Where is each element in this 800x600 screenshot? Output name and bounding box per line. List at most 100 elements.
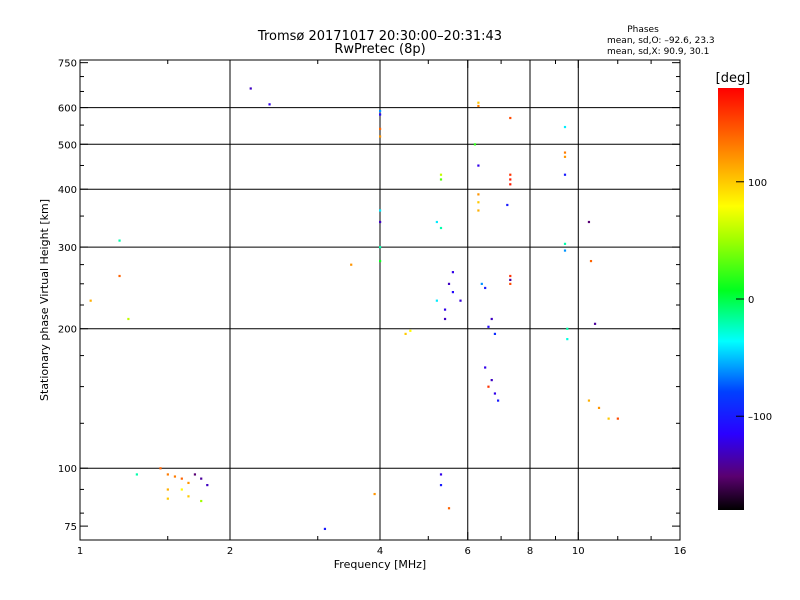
data-point <box>118 239 121 242</box>
phase-line-x: mean, sd,X: 90.9, 30.1 <box>607 47 709 57</box>
data-point <box>477 209 480 212</box>
data-point <box>379 246 382 249</box>
data-point <box>587 220 591 224</box>
data-point <box>496 399 500 402</box>
data-point <box>439 178 443 181</box>
y-tick-label: 750 <box>58 59 77 70</box>
phase-heading: Phases <box>627 25 659 35</box>
data-point <box>563 249 567 252</box>
data-point <box>607 417 610 420</box>
data-point <box>166 488 169 491</box>
data-point <box>477 104 480 108</box>
data-point <box>509 173 512 176</box>
data-point <box>473 143 477 146</box>
y-tick-label: 75 <box>64 522 77 533</box>
y-tick-label: 500 <box>58 140 77 151</box>
data-point <box>484 366 487 369</box>
data-point <box>379 220 382 224</box>
data-point <box>443 317 447 321</box>
data-point <box>373 492 376 496</box>
data-point <box>477 164 480 167</box>
gridlines <box>80 60 680 540</box>
data-point <box>509 278 512 282</box>
data-point <box>509 116 512 120</box>
data-point <box>490 379 493 382</box>
data-point <box>404 332 407 335</box>
x-tick-label: 6 <box>465 546 471 557</box>
data-point <box>493 332 497 335</box>
colorbar-tick-label: –100 <box>748 412 772 423</box>
data-point <box>439 483 443 487</box>
data-point <box>379 113 382 116</box>
data-point <box>509 178 512 181</box>
data-point <box>506 203 509 207</box>
data-point <box>159 467 162 470</box>
data-point <box>206 483 209 487</box>
data-point <box>490 317 493 321</box>
colorbar: [deg] 100 0 –100 <box>716 71 772 510</box>
data-point <box>616 417 619 420</box>
data-point <box>563 151 567 154</box>
y-tick-label: 600 <box>58 104 77 115</box>
chart-subtitle: RwPretec (8p) <box>334 42 425 57</box>
data-point <box>409 329 412 332</box>
data-point <box>451 291 455 294</box>
data-point <box>187 481 190 485</box>
axes: 1 2 4 6 8 10 16 75 100 200 300 400 500 600 750 <box>58 59 686 557</box>
data-point <box>477 201 480 204</box>
data-point <box>439 226 443 230</box>
data-point <box>439 173 443 176</box>
data-point <box>200 499 203 503</box>
data-point <box>118 274 121 278</box>
data-point <box>447 282 451 285</box>
data-point <box>563 125 567 129</box>
data-point <box>379 259 382 263</box>
data-point <box>166 497 169 500</box>
colorbar-tick-label: 0 <box>748 295 754 306</box>
y-axis-label: Stationary phase Virtual Height [km] <box>38 199 51 401</box>
x-axis-label: Frequency [MHz] <box>334 558 426 571</box>
data-point <box>379 127 382 130</box>
x-tick-label: 8 <box>527 546 533 557</box>
data-point <box>566 327 569 330</box>
data-point <box>477 193 480 196</box>
data-point <box>487 325 490 328</box>
data-point <box>484 286 487 290</box>
data-point <box>187 495 190 498</box>
y-tick-label: 300 <box>58 243 77 254</box>
data-point <box>193 473 197 476</box>
data-point <box>589 259 593 263</box>
data-point <box>435 220 438 224</box>
data-point <box>439 473 443 476</box>
y-tick-label: 100 <box>58 464 77 475</box>
data-point <box>323 527 327 531</box>
data-point <box>451 271 455 274</box>
x-tick-label: 16 <box>674 546 687 557</box>
y-tick-label: 200 <box>58 325 77 336</box>
data-point <box>200 477 203 480</box>
x-tick-label: 4 <box>377 546 383 557</box>
data-point <box>480 282 483 285</box>
data-point <box>487 385 490 388</box>
x-tick-label: 2 <box>227 546 233 557</box>
data-point <box>493 392 497 395</box>
data-point <box>379 135 382 138</box>
chart-title: Tromsø 20171017 20:30:00–20:31:43 <box>257 29 502 44</box>
data-point <box>563 242 567 245</box>
data-point <box>249 87 252 90</box>
data-point <box>135 473 138 476</box>
data-point <box>166 473 169 476</box>
y-tick-label: 400 <box>58 185 77 196</box>
data-points <box>89 87 619 531</box>
data-point <box>509 282 512 285</box>
data-point <box>379 109 382 113</box>
data-point <box>89 299 92 302</box>
phase-line-o: mean, sd,O: –92.6, 23.3 <box>607 36 715 46</box>
data-point <box>593 322 597 325</box>
colorbar-tick-label: 100 <box>748 178 767 189</box>
data-point <box>379 209 382 212</box>
data-point <box>127 317 130 321</box>
data-point <box>350 263 353 266</box>
